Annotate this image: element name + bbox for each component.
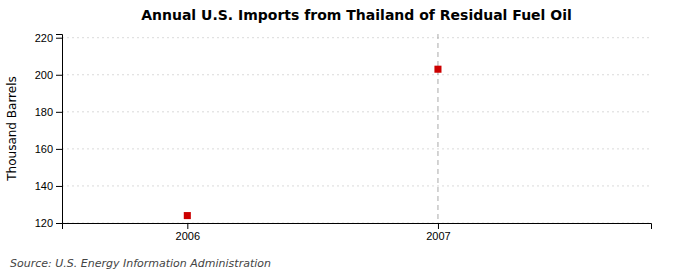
y-tick: 180	[35, 106, 62, 118]
grid-line	[62, 185, 651, 186]
x-tick-mark	[438, 223, 439, 229]
y-tick-label: 120	[35, 217, 53, 229]
y-tick-label: 180	[35, 106, 53, 118]
y-axis: 120 140 160 180 200 220	[35, 32, 63, 229]
x-tick: 2006	[176, 223, 200, 242]
y-tick-mark	[56, 186, 62, 187]
title: Annual U.S. Imports from Thailand of Res…	[141, 7, 572, 23]
x-tick-label: 2007	[426, 230, 450, 242]
y-tick: 160	[35, 143, 62, 155]
source-note: Source: U.S. Energy Information Administ…	[10, 257, 271, 270]
x-tick-label: 2006	[176, 230, 200, 242]
y-tick-mark	[56, 149, 62, 150]
y-tick-label: 160	[35, 143, 53, 155]
x-axis: 2006 2007	[63, 223, 652, 242]
y-tick-label: 140	[35, 180, 53, 192]
y-axis-line	[56, 35, 63, 224]
grid-line	[62, 148, 651, 149]
y-tick: 220	[35, 32, 62, 44]
grid	[62, 38, 651, 223]
plot: 2006 2007 120 140 160 180 200 220	[35, 32, 652, 242]
y-tick: 140	[35, 180, 62, 192]
y-tick: 200	[35, 69, 62, 81]
grid-line	[62, 37, 651, 38]
y-tick-mark	[56, 112, 62, 113]
reference-line	[437, 34, 438, 223]
x-tick: 2007	[426, 223, 450, 242]
chart: 2006 2007 120 140 160 180 200 220 Annual U.S. Im…	[0, 0, 675, 275]
y-tick-label: 200	[35, 69, 53, 81]
y-tick-mark	[56, 223, 62, 224]
grid-line	[62, 111, 651, 112]
x-tick-mark	[187, 223, 188, 229]
y-tick-mark	[56, 38, 62, 39]
point	[434, 66, 441, 73]
grid-line	[62, 74, 651, 75]
point	[184, 212, 191, 219]
y-axis-title: Thousand Barrels	[5, 76, 19, 181]
y-tick: 120	[35, 217, 62, 229]
data-layer	[184, 34, 442, 223]
y-tick-mark	[56, 75, 62, 76]
y-tick-label: 220	[35, 32, 53, 44]
x-axis-line	[63, 224, 652, 230]
